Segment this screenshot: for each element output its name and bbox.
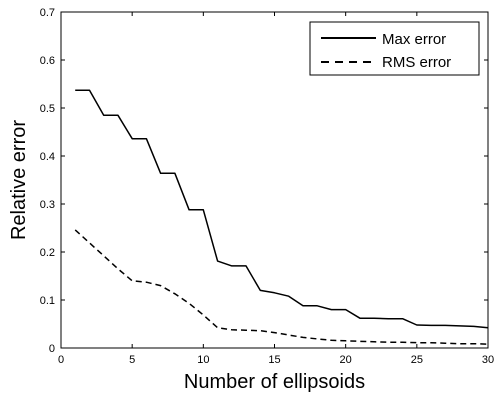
y-tick-label: 0 (49, 343, 55, 355)
y-tick-label: 0.7 (40, 7, 55, 19)
y-tick-label: 0.3 (40, 199, 55, 211)
x-tick-label: 20 (340, 354, 352, 366)
y-tick-label: 0.4 (40, 151, 55, 163)
y-tick-label: 0.1 (40, 295, 55, 307)
series-layer (74, 89, 489, 345)
x-tick-label: 5 (129, 354, 135, 366)
x-axis-title: Number of ellipsoids (184, 371, 365, 393)
series-line-rms-error (74, 229, 489, 345)
x-tick-label: 25 (411, 354, 423, 366)
x-tick-label: 30 (482, 354, 494, 366)
x-tick-label: 10 (197, 354, 209, 366)
y-tick-label: 0.2 (40, 247, 55, 259)
y-tick-label: 0.6 (40, 55, 55, 67)
legend-label-max-error: Max error (382, 31, 446, 48)
legend: Max error RMS error (309, 21, 480, 76)
x-tick-label: 15 (268, 354, 280, 366)
legend-label-rms-error: RMS error (382, 54, 451, 71)
series-line-max-error (75, 89, 489, 329)
y-axis-title: Relative error (8, 120, 30, 240)
x-tick-label: 0 (58, 354, 64, 366)
axis-ticks: 0 5 10 15 20 25 30 0 0.1 0.2 0.3 0.4 0.5 0.6 0.7 (40, 7, 494, 366)
y-tick-label: 0.5 (40, 103, 55, 115)
legend-box (309, 21, 480, 76)
